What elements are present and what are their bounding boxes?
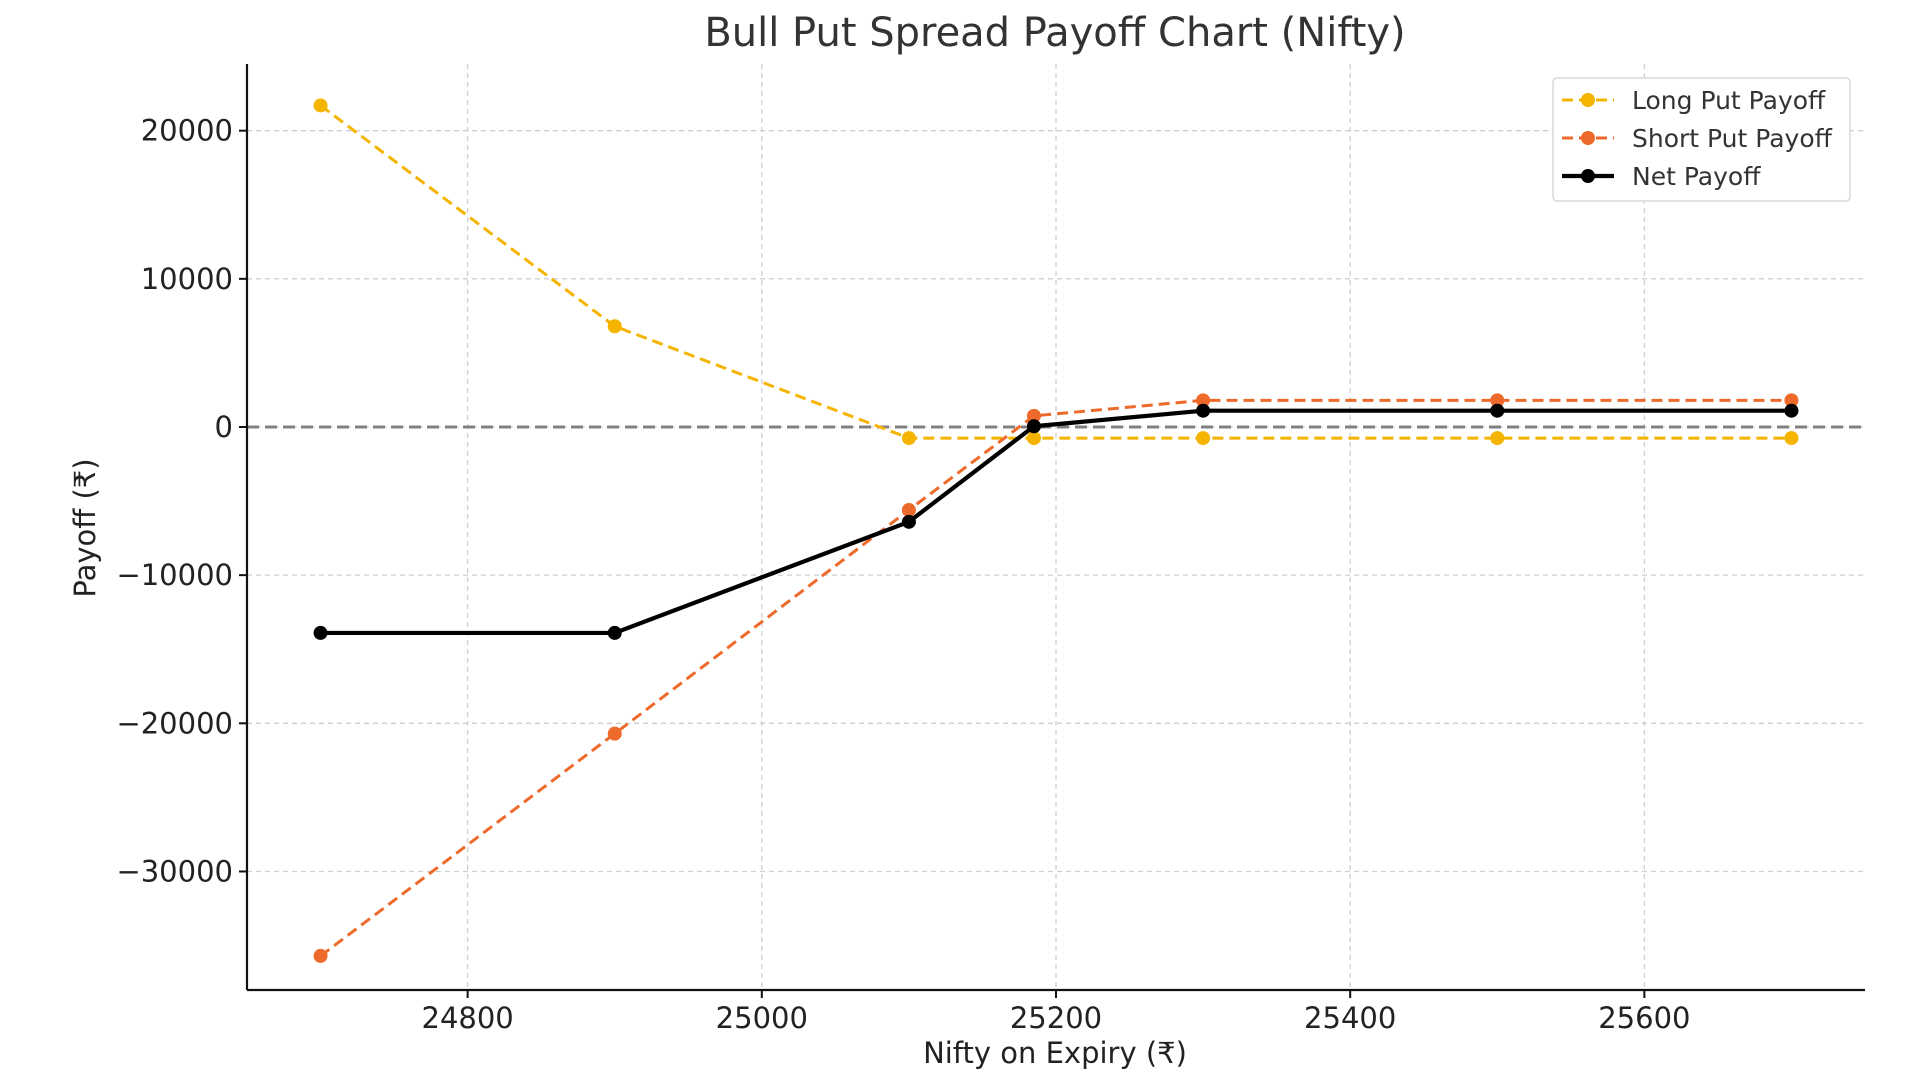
y-axis-label: Payoff (₹) bbox=[68, 458, 102, 597]
short-put-payoff-point bbox=[607, 726, 622, 741]
y-tick-label: −10000 bbox=[116, 558, 233, 592]
short-put-payoff-point bbox=[1026, 408, 1041, 423]
legend: Long Put Payoff Short Put Payoff Net Payof… bbox=[1552, 77, 1851, 202]
short-put-payoff-point bbox=[1196, 393, 1211, 408]
x-tick-label: 24800 bbox=[422, 1001, 514, 1035]
x-tick-label: 25000 bbox=[716, 1001, 808, 1035]
short-put-payoff-point bbox=[313, 948, 328, 963]
y-tick-label: −30000 bbox=[116, 854, 233, 888]
long-put-payoff-series bbox=[313, 98, 1799, 446]
legend-item-short-put-payoff: Short Put Payoff bbox=[1562, 124, 1833, 153]
x-tick-label: 25600 bbox=[1598, 1001, 1690, 1035]
legend-box bbox=[1552, 77, 1851, 202]
ticks: 24800 25000 25200 25400 25600 −30000 −20000 −10… bbox=[116, 114, 1690, 1035]
legend-label: Long Put Payoff bbox=[1632, 86, 1826, 115]
y-tick-label: 20000 bbox=[141, 114, 233, 148]
legend-swatch-marker bbox=[1581, 169, 1595, 183]
legend-label: Short Put Payoff bbox=[1632, 124, 1833, 153]
net-payoff-point bbox=[607, 625, 622, 640]
chart-title: Bull Put Spread Payoff Chart (Nifty) bbox=[704, 10, 1405, 56]
long-put-payoff-point bbox=[1196, 431, 1211, 446]
legend-label: Net Payoff bbox=[1632, 162, 1761, 191]
y-tick-label: 10000 bbox=[141, 262, 233, 296]
short-put-payoff-series bbox=[313, 393, 1799, 963]
short-put-payoff-point bbox=[1490, 393, 1505, 408]
short-put-payoff-point bbox=[901, 502, 916, 517]
x-tick-label: 25200 bbox=[1010, 1001, 1102, 1035]
net-payoff-point bbox=[901, 514, 916, 529]
legend-swatch-marker bbox=[1581, 93, 1595, 107]
net-payoff-series bbox=[313, 403, 1799, 640]
long-put-payoff-point bbox=[901, 431, 916, 446]
net-payoff-point bbox=[1784, 403, 1799, 418]
net-payoff-point bbox=[313, 625, 328, 640]
series-layer bbox=[313, 98, 1799, 963]
net-payoff-point bbox=[1490, 403, 1505, 418]
x-axis-label: Nifty on Expiry (₹) bbox=[923, 1036, 1187, 1070]
legend-swatch-marker bbox=[1581, 131, 1595, 145]
long-put-payoff-point bbox=[1784, 431, 1799, 446]
net-payoff-point bbox=[1196, 403, 1211, 418]
long-put-payoff-point bbox=[313, 98, 328, 113]
x-tick-label: 25400 bbox=[1304, 1001, 1396, 1035]
y-tick-label: 0 bbox=[215, 410, 233, 444]
long-put-payoff-point bbox=[1490, 431, 1505, 446]
long-put-payoff-point bbox=[1026, 431, 1041, 446]
net-payoff-point bbox=[1026, 419, 1041, 434]
legend-item-long-put-payoff: Long Put Payoff bbox=[1562, 86, 1826, 115]
y-tick-label: −20000 bbox=[116, 706, 233, 740]
legend-item-net-payoff: Net Payoff bbox=[1562, 162, 1761, 191]
short-put-payoff-point bbox=[1784, 393, 1799, 408]
long-put-payoff-point bbox=[607, 319, 622, 334]
grid bbox=[247, 64, 1865, 990]
